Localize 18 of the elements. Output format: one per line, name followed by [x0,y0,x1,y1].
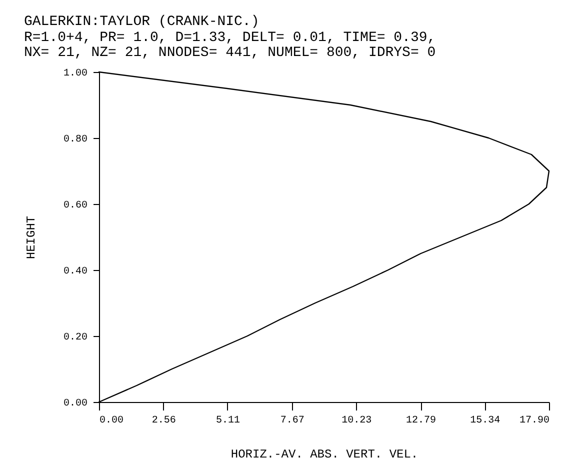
y-tick-label: 0.80 [63,134,88,146]
chart-subtitle: R=1.0+4, PR= 1.0, D=1.33, DELT= 0.01, TIME= 0.39, NX= 21, NZ= 21, NNODES= 441, NUMEL= 800, IDRYS= 0 [24,30,436,61]
x-tick-label: 12.79 [406,416,436,426]
x-tick-label: 0.00 [100,416,124,426]
y-tick-label: 0.00 [63,398,88,410]
x-tick-label: 7.67 [280,416,304,426]
x-tick-label: 10.23 [342,416,372,426]
x-tick-label: 5.11 [216,416,240,426]
x-tick-label: 17.90 [519,416,550,426]
x-tick-label: 15.34 [470,416,500,426]
x-axis-title: HORIZ.-AV. ABS. VERT. VEL. [230,448,418,462]
y-axis-title: HEIGHT [24,216,38,260]
y-tick-label: 0.60 [63,200,88,212]
chart-title: GALERKIN:TAYLOR (CRANK-NIC.) [24,14,260,30]
x-tick-label: 2.56 [152,416,176,426]
y-tick-label: 0.40 [63,266,88,278]
y-tick-label: 1.00 [63,68,88,80]
y-tick-label: 0.20 [63,332,88,344]
